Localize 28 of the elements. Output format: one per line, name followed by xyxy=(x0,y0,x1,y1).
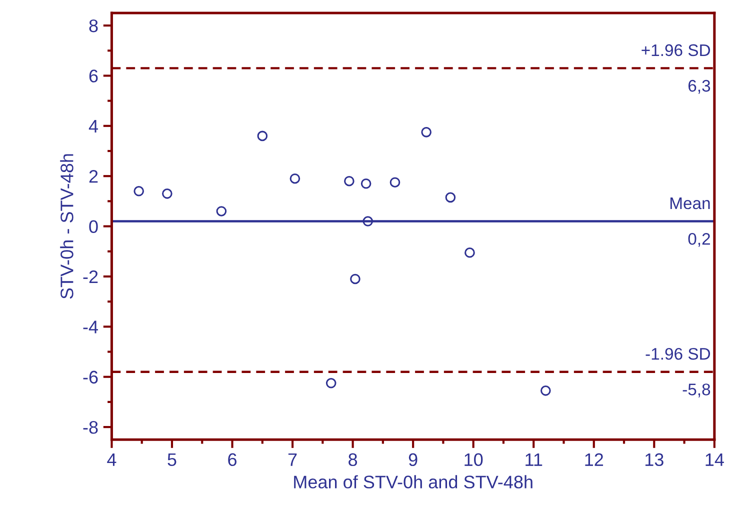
y-tick-label: 8 xyxy=(89,19,98,32)
x-tick-label: 5 xyxy=(168,453,176,466)
x-tick-label: 10 xyxy=(464,453,483,466)
y-axis-title: STV-0h - STV-48h xyxy=(60,154,74,299)
annotation: 6,3 xyxy=(688,80,710,94)
x-tick-label: 4 xyxy=(107,453,116,466)
x-tick-label: 7 xyxy=(288,453,297,466)
y-tick-label: 6 xyxy=(89,70,98,82)
annotation: -5,8 xyxy=(682,384,710,398)
y-tick-label: -6 xyxy=(83,370,98,384)
y-tick-label: -2 xyxy=(83,270,98,284)
x-tick-label: 6 xyxy=(228,453,236,466)
x-tick-label: 11 xyxy=(526,453,542,466)
ref-line-label: Mean xyxy=(670,198,710,210)
y-tick-label: 4 xyxy=(88,120,98,132)
x-tick-label: 8 xyxy=(348,453,358,466)
annotation: 0,2 xyxy=(688,233,710,247)
x-axis-title: Mean of STV-0h and STV-48h xyxy=(294,475,532,488)
x-tick-label: 14 xyxy=(706,453,724,466)
x-tick-label: 9 xyxy=(408,453,418,466)
y-tick-label: 2 xyxy=(89,170,98,183)
y-tick-label: -8 xyxy=(83,420,98,434)
x-tick-label: 12 xyxy=(585,453,604,466)
ref-line-label: -1.96 SD xyxy=(646,348,710,360)
y-tick-label: -4 xyxy=(83,320,98,334)
y-tick-label: 0 xyxy=(89,220,98,234)
ref-line-label: +1.96 SD xyxy=(642,44,710,56)
x-tick-label: 13 xyxy=(645,453,664,466)
